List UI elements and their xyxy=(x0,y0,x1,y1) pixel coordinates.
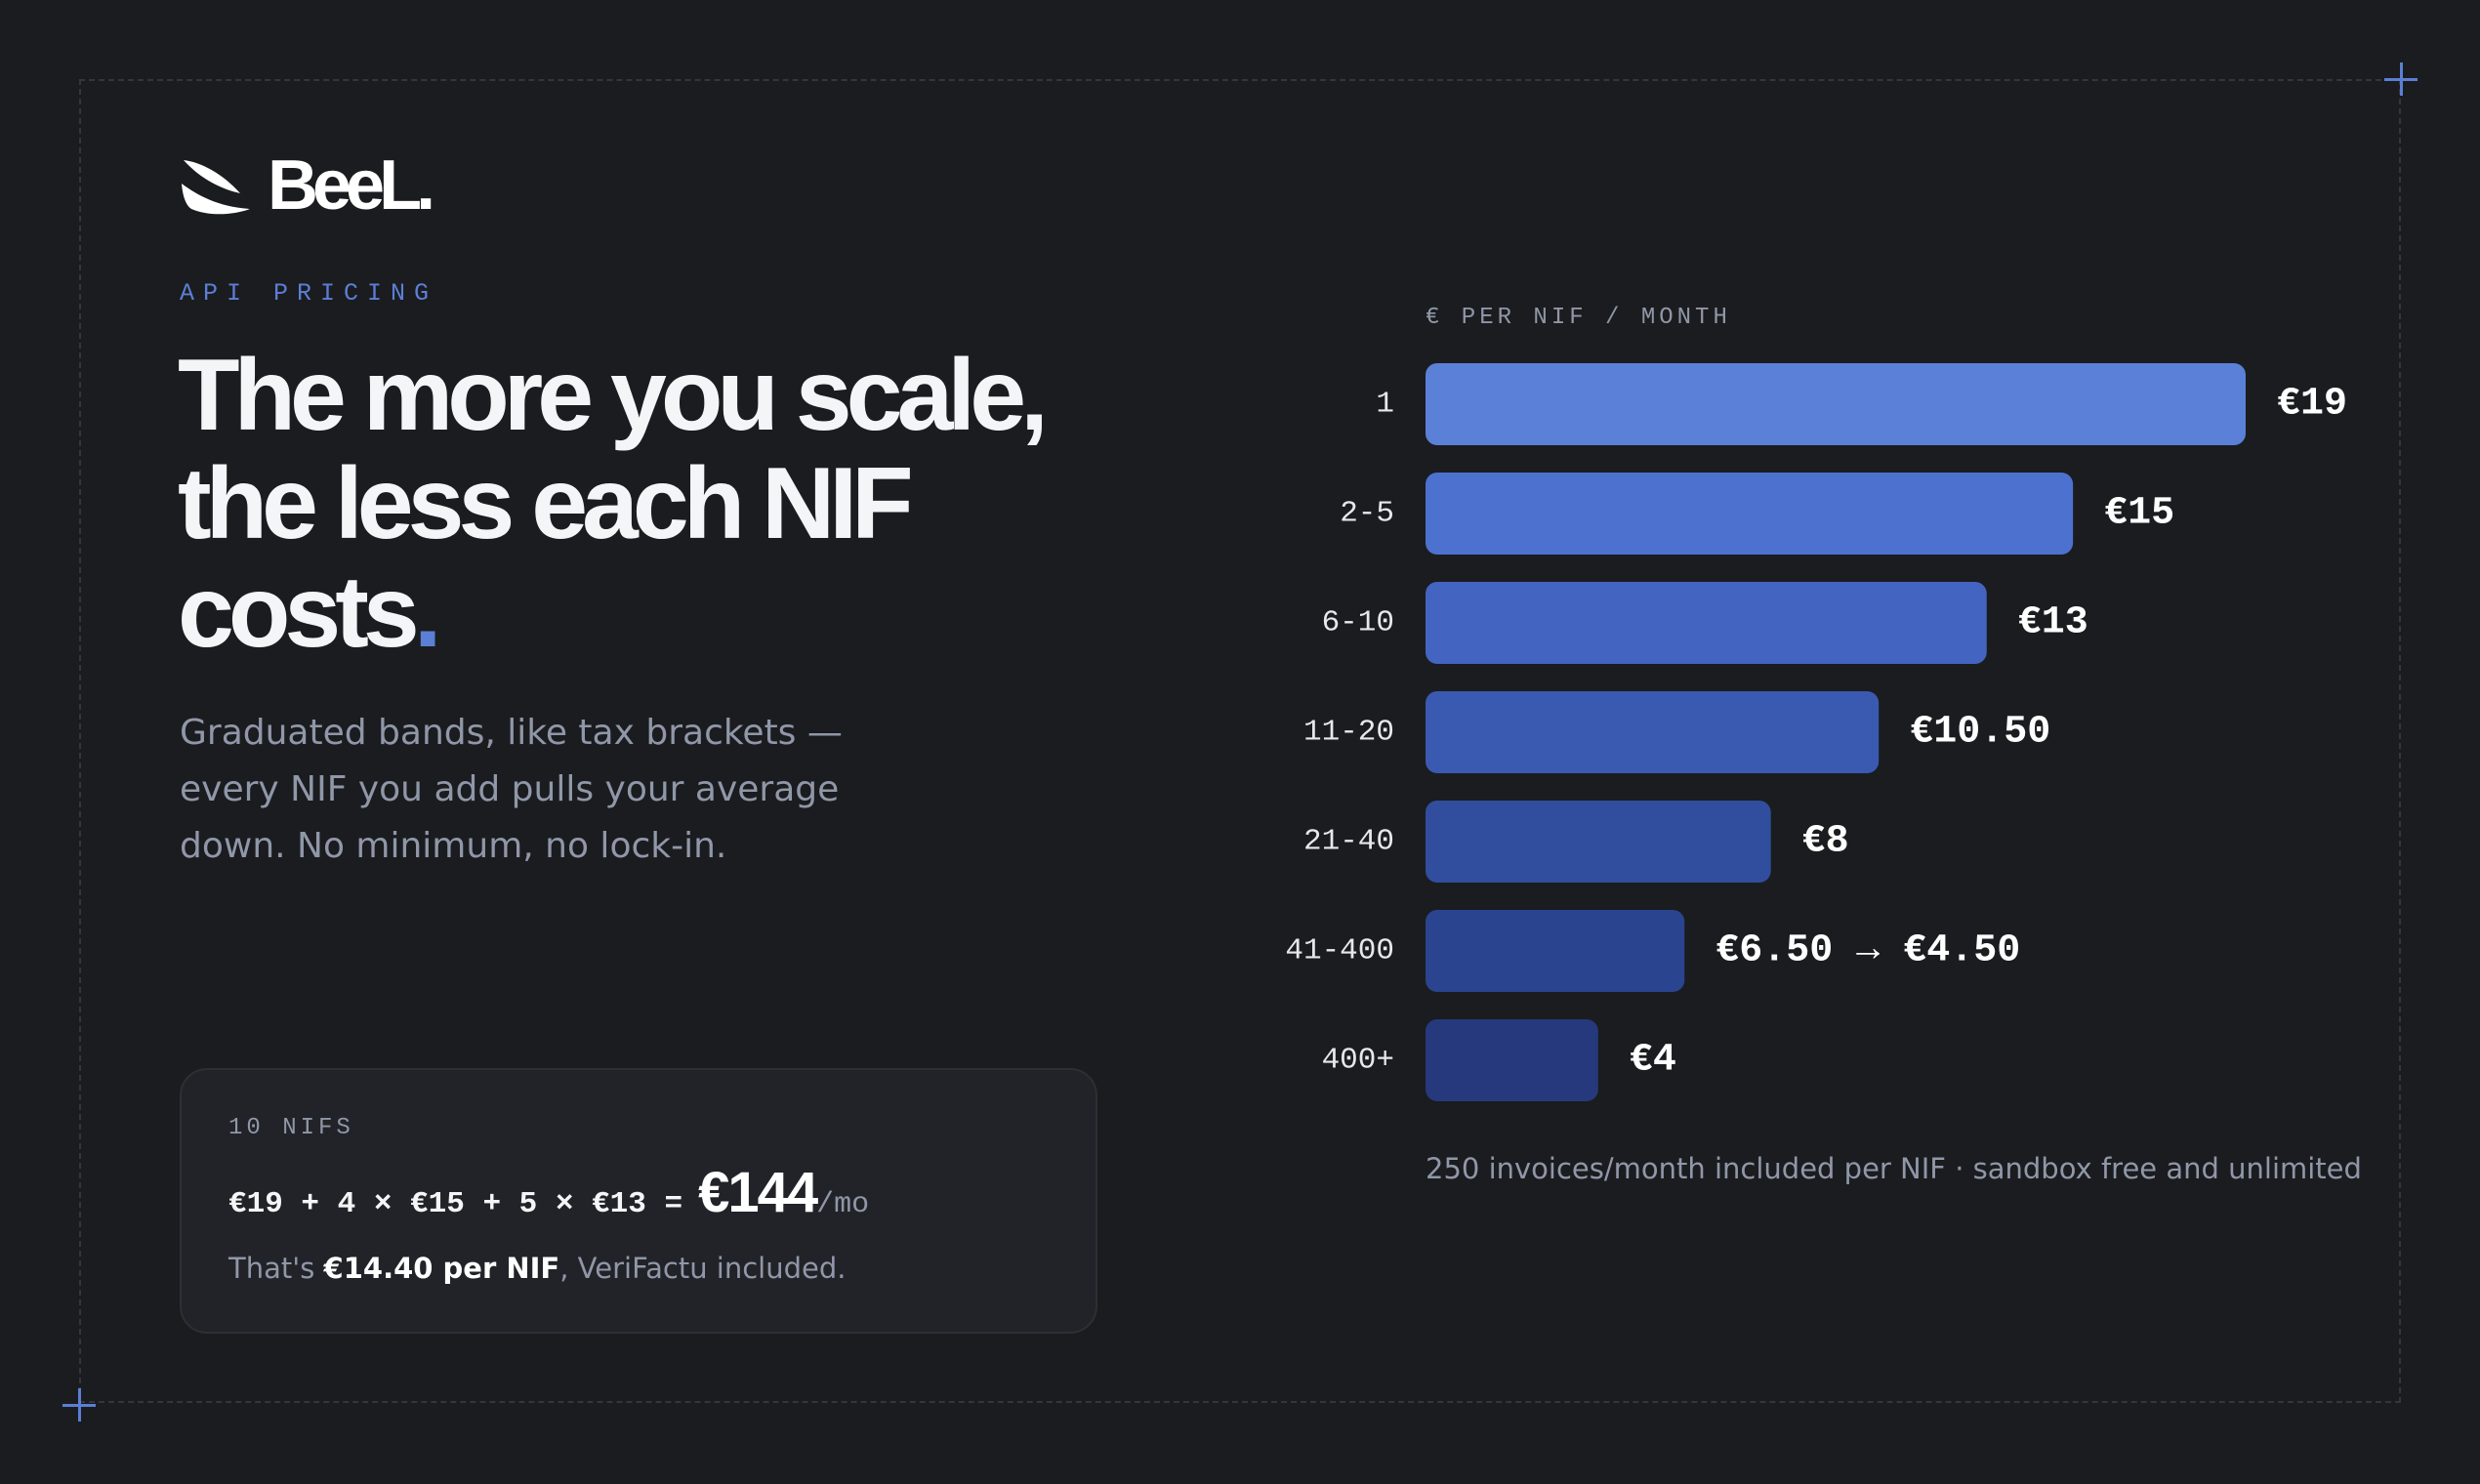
bar xyxy=(1426,910,1685,992)
pricing-chart: € PER NIF / MONTH 1 €19 2-5 €15 6-10 €13 11-20… xyxy=(1269,293,2402,1211)
category-label: 400+ xyxy=(1322,1044,1394,1078)
example-note-highlight: €14.40 per NIF xyxy=(323,1252,560,1285)
dashed-frame xyxy=(79,79,2401,1403)
category-label: 2-5 xyxy=(1340,497,1394,531)
plus-icon xyxy=(2384,62,2418,96)
headline-line-3: costs xyxy=(178,556,420,669)
brand-logo: BeeL. xyxy=(180,146,435,225)
example-expression: €19 + 4 × €15 + 5 × €13 = xyxy=(228,1187,683,1221)
example-unit: /mo xyxy=(816,1188,870,1221)
example-note-suffix: , VeriFactu included. xyxy=(559,1252,847,1285)
headline: The more you scale, the less each NIF co… xyxy=(178,342,1154,667)
category-label: 6-10 xyxy=(1322,606,1394,640)
headline-line-1: The more you scale, xyxy=(178,339,1049,452)
eyebrow-label: API PRICING xyxy=(180,279,438,308)
chart-footnote: 250 invoices/month included per NIF · sa… xyxy=(1426,1152,2362,1185)
chart-title: € PER NIF / MONTH xyxy=(1426,305,1731,331)
example-total: €144 xyxy=(698,1161,818,1224)
value-label: €15 xyxy=(2104,492,2174,536)
headline-accent-dot: . xyxy=(413,556,442,669)
bar xyxy=(1426,473,2074,555)
value-label: €19 xyxy=(2277,383,2347,427)
value-label: €4 xyxy=(1630,1039,1676,1083)
plus-icon xyxy=(62,1388,96,1422)
value-label: €8 xyxy=(1802,820,1849,864)
category-label: 11-20 xyxy=(1303,716,1394,750)
category-label: 41-400 xyxy=(1285,934,1394,969)
bar xyxy=(1426,691,1880,773)
bar xyxy=(1426,582,1987,664)
value-label: €13 xyxy=(2018,601,2088,645)
value-label: €6.50 → €4.50 xyxy=(1715,929,2020,973)
bar xyxy=(1426,1019,1598,1101)
value-label: €10.50 xyxy=(1910,711,2050,755)
bar xyxy=(1426,363,2246,445)
pricing-bar-chart: 1 €19 2-5 €15 6-10 €13 11-20 €10.50 21-40 €8 41-40… xyxy=(1285,363,2347,1101)
bar xyxy=(1426,801,1771,883)
pricing-example-card: 10 NIFS €19 + 4 × €15 + 5 × €13 = €144 /… xyxy=(180,1068,1097,1334)
example-note: That's €14.40 per NIF, VeriFactu include… xyxy=(228,1252,847,1285)
subtitle: Graduated bands, like tax brackets — eve… xyxy=(180,713,843,866)
category-label: 1 xyxy=(1376,388,1394,422)
example-label: 10 NIFS xyxy=(228,1115,354,1141)
brand-name: BeeL. xyxy=(268,146,435,225)
example-calculation: €19 + 4 × €15 + 5 × €13 = €144 /mo xyxy=(228,1160,869,1225)
example-note-prefix: That's xyxy=(228,1252,324,1285)
bee-wing-icon xyxy=(182,160,250,215)
category-label: 21-40 xyxy=(1303,825,1394,859)
headline-line-2: the less each NIF xyxy=(178,447,914,560)
